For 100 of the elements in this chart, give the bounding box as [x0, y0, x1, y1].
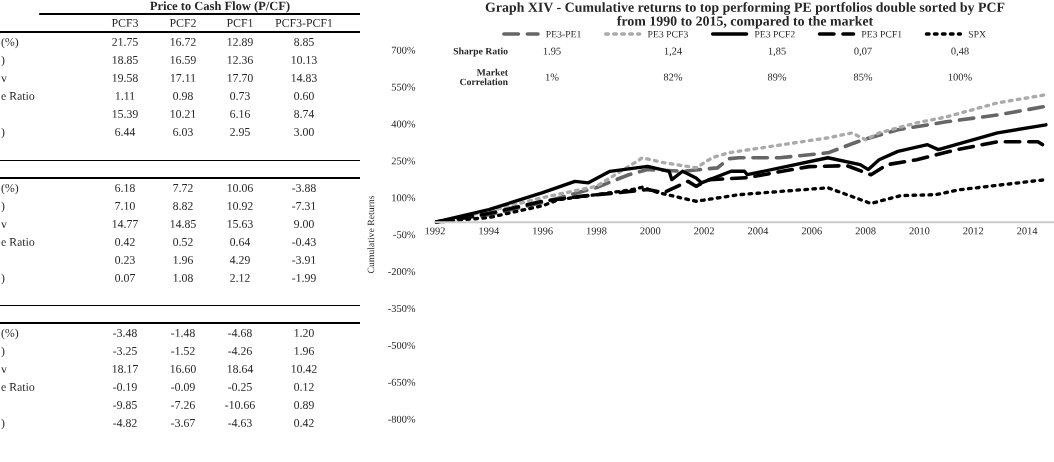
text: 1.96: [173, 256, 193, 265]
category-label: e Ratio: [1, 92, 35, 100]
text: 19.58: [112, 73, 138, 83]
text: -3.67: [171, 419, 195, 428]
text: 15.39: [112, 110, 138, 119]
text: -10.66: [225, 400, 255, 410]
annotation: 1,24: [664, 47, 682, 57]
text: 10.06: [227, 183, 253, 193]
text: 6.44: [115, 128, 136, 137]
y-tick-label: 400%: [391, 120, 416, 128]
text: 0.42: [294, 418, 314, 428]
annotation: 0,07: [854, 47, 872, 57]
legend-label: PE3 PCF2: [754, 30, 795, 38]
text: -1.99: [292, 274, 316, 283]
text: -0.09: [171, 382, 195, 392]
y-axis-title: Cumulative Returns: [367, 195, 375, 274]
legend-label: PE3-PE1: [546, 30, 581, 38]
x-tick-label: 2006: [801, 227, 822, 235]
text: 6.18: [115, 183, 135, 193]
text: Price to Cash Flow (P/CF): [150, 1, 290, 13]
x-tick-label: 2014: [1017, 227, 1038, 235]
x-tick-label: 2000: [640, 227, 661, 235]
text: 12.89: [227, 37, 253, 47]
text: 1.96: [294, 347, 314, 356]
category-label: ): [1, 273, 5, 285]
category-label: e Ratio: [1, 238, 35, 246]
legend-label: PE3 PCF1: [861, 30, 902, 38]
annotation: 1%: [545, 73, 559, 81]
y-tick-label: 250%: [391, 157, 416, 165]
text: -0.25: [228, 382, 252, 392]
text: 10.21: [170, 109, 196, 119]
category-label: v: [1, 76, 7, 82]
chart-title: Graph XIV - Cumulative returns to top performing PE portfolios double sorted by PCF from 1990 to 2015, compared to the market: [485, 2, 1005, 29]
text: 7.10: [115, 201, 135, 211]
text: 14.85: [170, 219, 196, 229]
text: 7.72: [173, 184, 193, 193]
category-label: ): [1, 201, 5, 213]
text: 16.72: [170, 38, 196, 47]
text: -7.26: [171, 401, 195, 410]
y-tick-label: -50%: [393, 231, 416, 239]
category-label: ): [1, 127, 5, 139]
y-tick-label: 550%: [391, 83, 416, 91]
text: 12.36: [227, 56, 253, 65]
text: 3.00: [294, 127, 314, 137]
text: 6.03: [173, 127, 193, 137]
text: 8.74: [294, 109, 315, 119]
text: 18.64: [227, 364, 254, 374]
category-label: (%): [1, 328, 19, 340]
category-label: v: [1, 222, 7, 228]
text: 14.83: [291, 73, 317, 83]
category-label: PCF2: [169, 19, 196, 27]
text: 17.70: [227, 73, 253, 83]
text: -4.26: [228, 347, 252, 356]
annotation: 89%: [767, 73, 787, 81]
text: -4.68: [228, 328, 252, 338]
text: 0.42: [115, 237, 135, 247]
text: 0.07: [115, 273, 135, 283]
text: 1.08: [173, 273, 193, 283]
text: 1.11: [115, 92, 135, 101]
annotation: 82%: [663, 73, 683, 81]
y-tick-label: -800%: [388, 415, 416, 423]
text: 2.95: [230, 128, 250, 137]
x-tick-label: 2012: [963, 227, 984, 235]
text: 9.00: [294, 219, 314, 229]
text: 21.75: [112, 38, 138, 47]
text: 1.20: [294, 328, 314, 338]
category-label: ): [1, 346, 5, 358]
category-label: PCF3: [111, 19, 138, 27]
category-label: ): [1, 55, 5, 67]
text: 0.89: [294, 400, 314, 410]
text: 0.60: [294, 91, 314, 101]
text: 10.13: [291, 55, 317, 65]
text: -4.63: [228, 419, 252, 428]
y-tick-label: -350%: [388, 304, 416, 313]
text: -3.91: [292, 256, 316, 265]
text: 8.82: [173, 201, 193, 211]
y-tick-label: -200%: [388, 268, 416, 276]
text: -3.25: [113, 347, 137, 356]
annotation: 1.95: [543, 47, 561, 55]
category-label: e Ratio: [1, 383, 35, 391]
text: -4.82: [113, 418, 137, 428]
category-label: PCF1: [226, 19, 253, 27]
legend-label: PE3 PCF3: [647, 30, 688, 38]
text: 0.23: [115, 255, 135, 265]
text: 17.11: [170, 74, 196, 83]
y-tick-label: 700%: [391, 46, 416, 54]
text: 0.64: [230, 237, 251, 247]
text: -9.85: [113, 400, 137, 410]
category-label: v: [1, 367, 7, 373]
x-tick-label: 1998: [586, 227, 607, 235]
x-tick-label: 1996: [533, 227, 553, 235]
text: 15.63: [227, 220, 253, 229]
annotation: Sharpe Ratio: [453, 47, 508, 57]
text: 6.16: [230, 110, 250, 119]
legend-label: SPX: [968, 30, 986, 38]
text: 8.85: [294, 37, 314, 47]
x-tick-label: 1994: [479, 227, 500, 235]
annotation: Market Correlation: [460, 68, 508, 86]
text: 18.85: [112, 55, 138, 65]
text: -3.88: [292, 183, 316, 193]
